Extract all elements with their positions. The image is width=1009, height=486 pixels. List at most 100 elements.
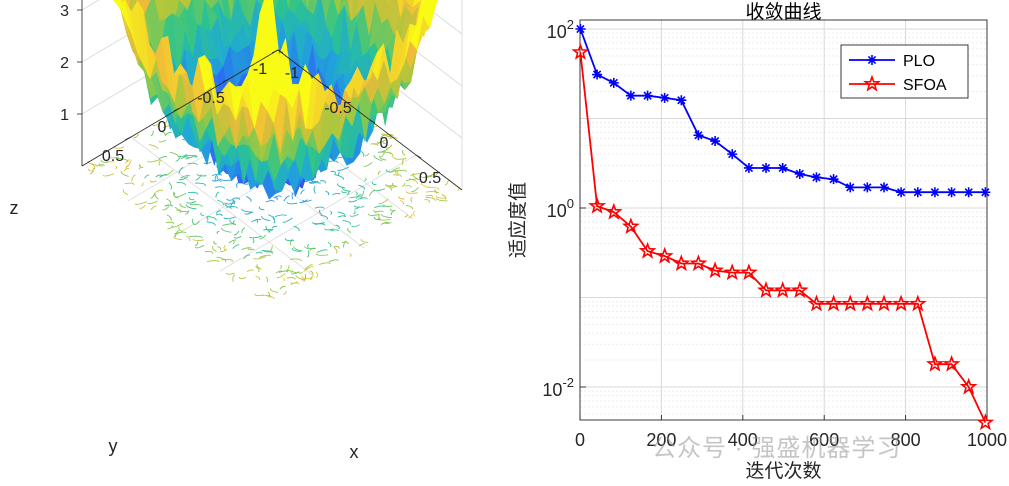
contour-stroke — [328, 259, 339, 263]
contour-stroke — [408, 178, 418, 184]
convergence-plot: 0 200 400 600 800 100010210010-2收敛曲线迭代次数适应度值P… — [507, 1, 1007, 482]
contour-stroke — [236, 182, 239, 188]
contour-stroke — [169, 151, 179, 158]
contour-stroke — [349, 213, 359, 217]
contour-stroke — [364, 177, 367, 182]
contour-stroke — [157, 121, 160, 128]
contour-stroke — [173, 236, 182, 240]
contour-stroke — [330, 210, 333, 215]
contour-stroke — [178, 153, 188, 158]
contour-stroke — [233, 230, 240, 236]
contour-stroke — [148, 144, 159, 150]
contour-stroke — [215, 210, 222, 214]
contour-stroke — [238, 276, 247, 279]
contour-stroke — [247, 247, 255, 251]
contour-stroke — [389, 185, 397, 188]
contour-stroke — [221, 227, 232, 233]
contour-stroke — [425, 197, 436, 201]
plo-marker — [980, 187, 991, 198]
contour-stroke — [158, 139, 167, 143]
contour-stroke — [87, 160, 97, 166]
contour-stroke — [172, 191, 176, 196]
contour-stroke — [302, 199, 312, 202]
contour-stroke — [412, 172, 419, 180]
contour-stroke — [351, 224, 360, 228]
plo-marker — [743, 162, 754, 173]
contour-stroke — [401, 183, 406, 187]
contour-stroke — [255, 251, 263, 254]
contour-stroke — [216, 175, 222, 182]
contour-stroke — [215, 191, 220, 198]
contour-stroke — [405, 205, 413, 210]
contour-stroke — [185, 156, 198, 160]
contour-stroke — [372, 181, 377, 186]
contour-stroke — [178, 167, 184, 174]
contour-stroke — [378, 198, 389, 205]
contour-stroke — [194, 244, 205, 249]
x-tick-label: 0.5 — [419, 170, 441, 187]
contour-stroke — [244, 211, 253, 215]
contour-stroke — [150, 130, 154, 137]
contour-stroke — [434, 171, 440, 178]
plo-marker — [608, 77, 619, 88]
contour-stroke — [426, 191, 438, 194]
contour-stroke — [173, 193, 179, 199]
surface-mesh — [113, 0, 438, 200]
contour-stroke — [188, 197, 195, 201]
contour-stroke — [315, 271, 318, 279]
contour-stroke — [380, 213, 393, 219]
contour-stroke — [178, 176, 189, 181]
z-tick-label: 2 — [60, 55, 69, 72]
contour-stroke — [255, 275, 261, 281]
contour-stroke — [401, 159, 405, 166]
contour-stroke — [379, 155, 387, 161]
contour-stroke — [315, 253, 329, 256]
contour-stroke — [267, 291, 271, 298]
contour-stroke — [158, 159, 162, 166]
contour-stroke — [259, 254, 272, 258]
contour-stroke — [392, 174, 402, 178]
contour-stroke — [249, 235, 262, 239]
y-tick-base: 10 — [547, 22, 567, 42]
contour-stroke — [194, 241, 199, 247]
contour-stroke — [246, 196, 252, 202]
contour-stroke — [219, 178, 232, 181]
contour-stroke — [263, 228, 273, 232]
surface-grid-line — [219, 154, 417, 272]
sfoa-marker — [841, 294, 860, 312]
contour-stroke — [377, 170, 381, 175]
contour-stroke — [337, 215, 347, 218]
contour-stroke — [195, 182, 207, 186]
surface-face — [266, 0, 280, 82]
sfoa-marker — [959, 377, 978, 395]
contour-stroke — [273, 196, 278, 201]
sfoa-marker — [571, 42, 590, 60]
contour-stroke — [374, 205, 385, 209]
contour-stroke — [425, 173, 435, 177]
series-line-sfoa — [579, 52, 987, 423]
contour-stroke — [213, 240, 217, 245]
plo-marker — [592, 69, 603, 80]
contour-stroke — [373, 216, 381, 221]
contour-stroke — [100, 160, 109, 163]
contour-stroke — [329, 160, 339, 164]
sfoa-marker — [908, 294, 927, 312]
plo-marker — [912, 187, 923, 198]
contour-stroke — [251, 218, 262, 223]
contour-stroke — [408, 214, 413, 219]
sfoa-marker — [824, 294, 843, 312]
contour-stroke — [284, 238, 294, 242]
contour-stroke — [401, 150, 406, 156]
contour-stroke — [232, 240, 235, 245]
x-axis-label: 迭代次数 — [745, 460, 821, 481]
contour-stroke — [330, 229, 339, 232]
contour-stroke — [341, 190, 347, 194]
x-axis-label: x — [350, 442, 359, 462]
contour-stroke — [88, 168, 95, 172]
contour-stroke — [212, 173, 223, 176]
contour-stroke — [147, 200, 158, 205]
contour-stroke — [261, 250, 274, 254]
sfoa-marker — [622, 217, 640, 235]
contour-stroke — [241, 227, 246, 234]
contour-stroke — [377, 218, 391, 221]
